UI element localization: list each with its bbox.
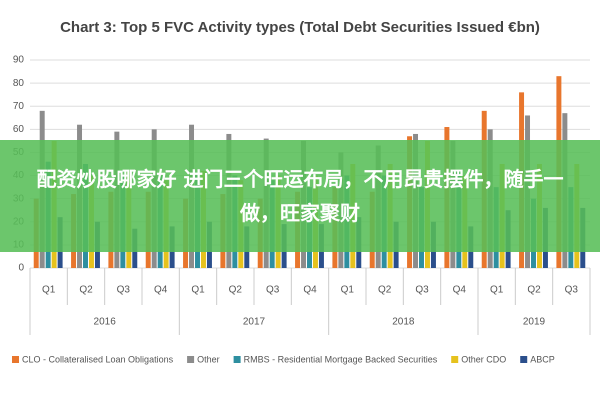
x-tick-label: Q1	[341, 285, 355, 296]
x-tick-label: Q3	[266, 285, 280, 296]
legend-swatch	[233, 356, 241, 363]
legend-label: ABCP	[530, 354, 555, 364]
y-tick-label: 90	[13, 55, 25, 66]
legend-swatch	[520, 356, 528, 363]
x-tick-label: Q3	[565, 285, 579, 296]
x-tick-label: Q1	[42, 285, 56, 296]
group-label: 2016	[94, 317, 117, 328]
y-tick-label: 70	[13, 101, 25, 112]
x-tick-label: Q2	[229, 285, 243, 296]
y-tick-label: 80	[13, 78, 25, 89]
legend-label: Other	[197, 354, 220, 364]
x-tick-label: Q2	[527, 285, 541, 296]
x-tick-label: Q4	[303, 285, 317, 296]
x-tick-label: Q4	[154, 285, 168, 296]
x-tick-label: Q3	[117, 285, 131, 296]
x-tick-label: Q2	[79, 285, 93, 296]
x-tick-label: Q2	[378, 285, 392, 296]
x-tick-label: Q3	[415, 285, 429, 296]
x-tick-label: Q1	[490, 285, 504, 296]
legend-label: CLO - Collateralised Loan Obligations	[22, 354, 174, 364]
legend-swatch	[12, 356, 19, 363]
x-tick-label: Q4	[453, 285, 467, 296]
group-label: 2018	[392, 317, 415, 328]
legend-label: RMBS - Residential Mortgage Backed Secur…	[244, 354, 438, 364]
group-label: 2017	[243, 317, 266, 328]
chart-title: Chart 3: Top 5 FVC Activity types (Total…	[60, 19, 540, 36]
ad-banner[interactable]: 配资炒股哪家好 进门三个旺运布局，不用昂贵摆件，随手一做，旺家聚财	[0, 140, 600, 252]
y-tick-label: 60	[13, 124, 25, 135]
group-label: 2019	[523, 317, 546, 328]
legend-label: Other CDO	[461, 354, 506, 364]
legend-swatch	[451, 356, 459, 363]
y-tick-label: 0	[18, 263, 24, 274]
x-tick-label: Q1	[191, 285, 205, 296]
legend-swatch	[187, 356, 195, 363]
